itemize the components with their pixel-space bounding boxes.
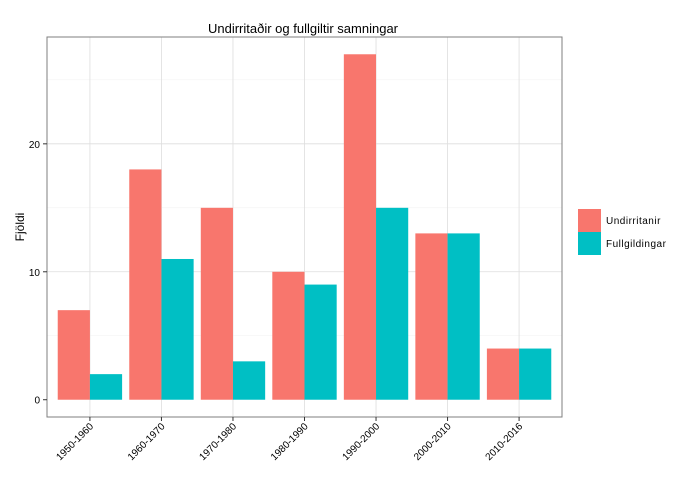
bar-undirritanir-1990-2000 xyxy=(343,54,377,400)
bar-fullgildingar-1980-1990 xyxy=(304,284,337,400)
x-tick-label: 1950-1960 xyxy=(54,421,96,463)
bar-undirritanir-1960-1970 xyxy=(129,169,162,400)
y-tick-label: 20 xyxy=(29,140,41,151)
x-tick-label: 1960-1970 xyxy=(126,421,168,463)
bar-undirritanir-1970-1980 xyxy=(200,207,233,400)
bar-fullgildingar-2010-2016 xyxy=(519,348,552,400)
bar-undirritanir-2000-2010 xyxy=(415,233,448,400)
x-tick-label: 1970-1980 xyxy=(197,421,239,463)
bar-undirritanir-1950-1960 xyxy=(57,310,90,400)
bar-fullgildingar-2000-2010 xyxy=(447,233,480,400)
legend-key-fullgildingar xyxy=(578,232,601,255)
chart-title: Undirritaðir og fullgiltir samningar xyxy=(208,21,399,36)
x-tick-label: 1990-2000 xyxy=(341,421,383,463)
bar-fullgildingar-1990-2000 xyxy=(376,207,409,400)
y-tick-label: 0 xyxy=(34,396,40,407)
y-tick-label: 10 xyxy=(29,268,41,279)
x-tick-label: 2010-2016 xyxy=(484,421,526,463)
bar-undirritanir-1980-1990 xyxy=(272,271,305,400)
legend-label: Fullgildingar xyxy=(606,239,667,250)
legend-label: Undirritanir xyxy=(606,216,661,227)
bar-undirritanir-2010-2016 xyxy=(486,348,520,400)
bar-fullgildingar-1960-1970 xyxy=(161,258,194,400)
legend-key-undirritanir xyxy=(578,209,601,232)
x-tick-label: 1980-1990 xyxy=(269,421,311,463)
y-axis-label: Fjöldi xyxy=(13,213,27,242)
bar-fullgildingar-1950-1960 xyxy=(89,374,123,400)
bar-fullgildingar-1970-1980 xyxy=(232,361,266,400)
x-tick-label: 2000-2010 xyxy=(412,421,454,463)
